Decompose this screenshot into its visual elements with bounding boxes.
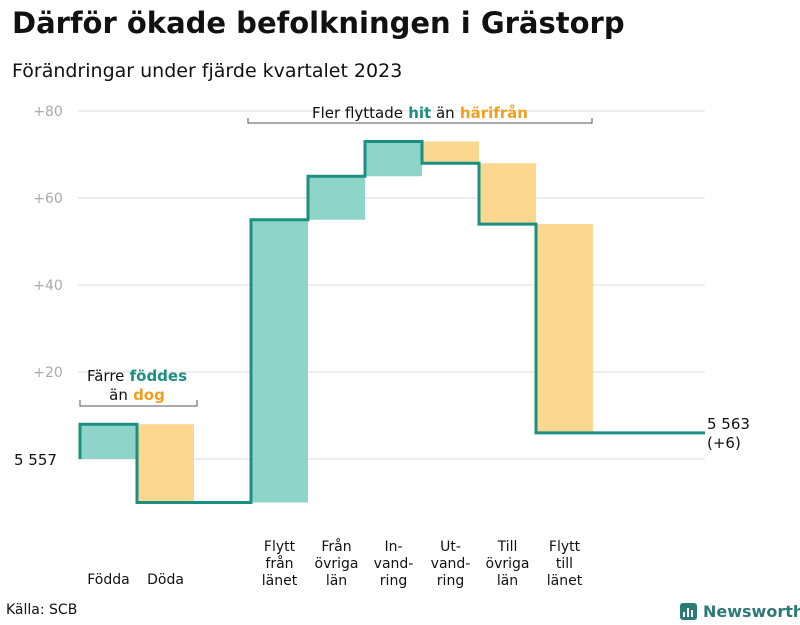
waterfall-bar (251, 219, 308, 503)
y-tick-label: +40 (33, 278, 63, 294)
category-label: länet (262, 573, 298, 589)
annotation-migration: Fler flyttade hit än härifrån (312, 104, 528, 122)
source-note: Källa: SCB (6, 602, 78, 618)
waterfall-bar (536, 224, 593, 433)
category-label: In- (384, 539, 402, 555)
waterfall-bar (80, 424, 137, 459)
end-value-label: (+6) (707, 434, 741, 452)
category-label: Till (497, 539, 518, 555)
brand-name: Newsworthy (703, 602, 800, 621)
annotation-part: dog (128, 386, 165, 404)
annotation-part: än (431, 104, 454, 122)
category-label: Ut- (440, 539, 461, 555)
category-label: från (265, 555, 293, 572)
annotation-births-deaths: Färre föddes (87, 367, 187, 385)
category-label: ring (380, 573, 407, 589)
category-label: övriga (486, 556, 530, 572)
annotation-births-deaths-line2: än dog (109, 386, 165, 404)
category-label: till (556, 556, 573, 572)
waterfall-bar (308, 176, 365, 220)
category-label: länet (547, 573, 583, 589)
category-label: övriga (315, 556, 359, 572)
waterfall-bar (365, 141, 422, 177)
start-value-label: 5 557 (14, 451, 57, 469)
annotation-part: hit (403, 104, 431, 122)
annotation-part: Färre (87, 367, 124, 385)
waterfall-bar (137, 424, 194, 503)
category-label: ring (437, 573, 464, 589)
waterfall-bar (422, 141, 479, 164)
category-label: vand- (431, 556, 471, 572)
annotation-part: än (109, 386, 128, 404)
category-label: vand- (374, 556, 414, 572)
annotation-bracket (247, 118, 593, 124)
category-label: län (497, 573, 518, 589)
running-total-line (78, 139, 705, 504)
y-tick-label: +20 (33, 365, 63, 381)
brand-logo: Newsworthy (680, 602, 800, 621)
y-tick-label: +60 (33, 191, 63, 207)
waterfall-bar (479, 163, 536, 225)
end-value-label: 5 563 (707, 415, 750, 433)
category-label: Från (321, 538, 351, 555)
annotation-part: härifrån (455, 104, 528, 122)
bar-chart-icon (680, 603, 697, 620)
category-label: län (326, 573, 347, 589)
chart-subtitle: Förändringar under fjärde kvartalet 2023 (12, 60, 403, 82)
category-label: Flytt (264, 539, 296, 555)
category-label: Födda (87, 572, 129, 588)
annotation-bracket (79, 400, 198, 407)
annotation-part: föddes (124, 367, 187, 385)
y-tick-label: +80 (33, 104, 63, 120)
category-label: Flytt (549, 539, 581, 555)
category-label: Döda (147, 572, 184, 588)
chart-title: Därför ökade befolkningen i Grästorp (12, 6, 625, 40)
annotation-part: Fler flyttade (312, 104, 403, 122)
